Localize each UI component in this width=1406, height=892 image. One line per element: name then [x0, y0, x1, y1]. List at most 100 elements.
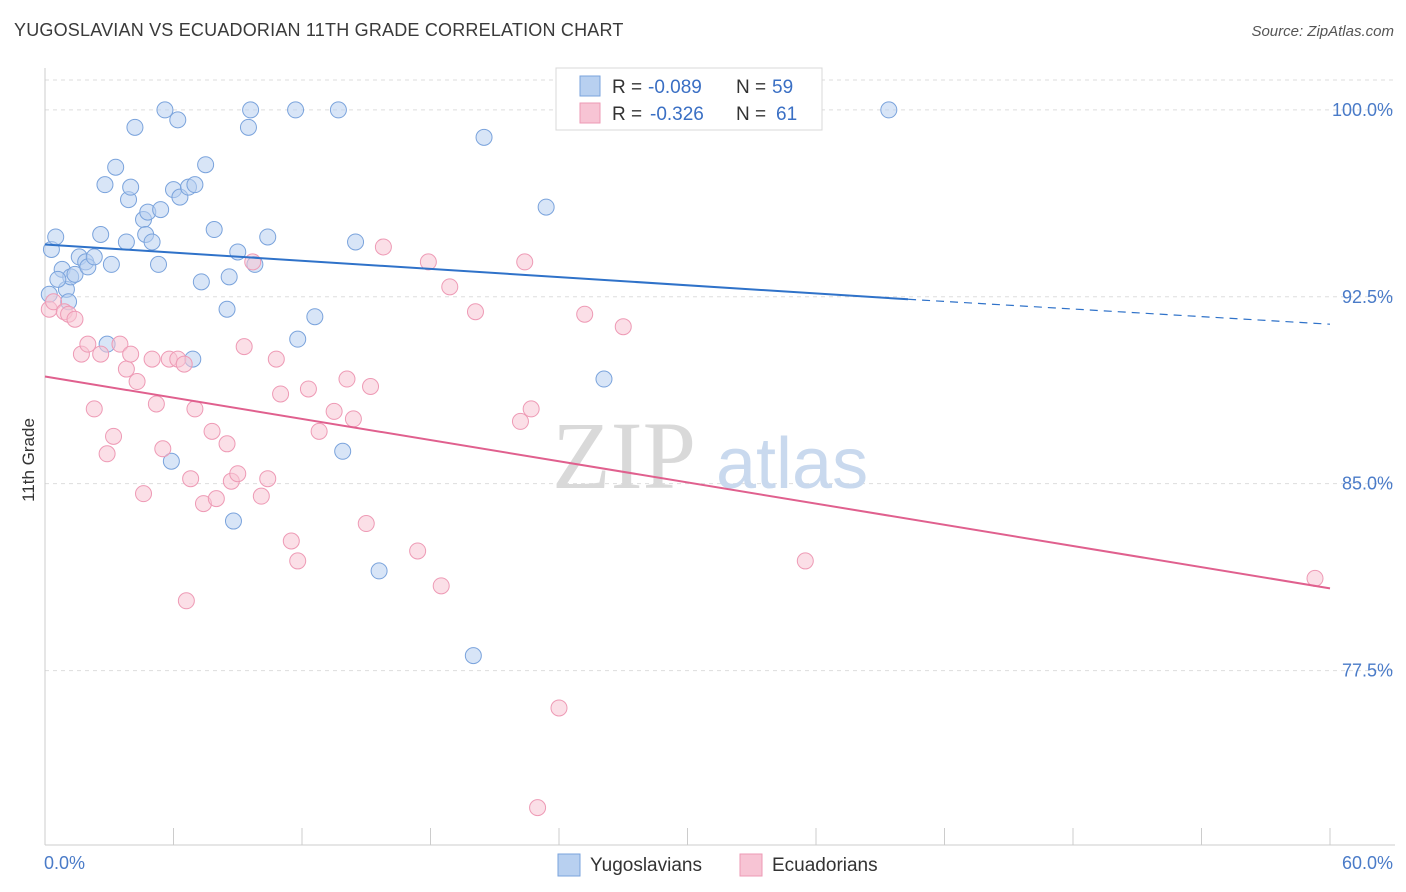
- yugoslavian-point: [169, 111, 187, 129]
- ecuadorian-point: [289, 552, 307, 570]
- ecuadorian-point: [85, 400, 103, 418]
- ecuadorian-point: [229, 465, 247, 483]
- ecuadorian-point: [299, 380, 317, 398]
- points-layer: [40, 101, 1324, 817]
- yugoslavian-point: [152, 201, 170, 219]
- yugoslavian-point: [205, 221, 223, 239]
- yugoslavian-point: [334, 442, 352, 460]
- y-tick-label: 85.0%: [1342, 474, 1393, 494]
- ecuadorian-point: [614, 318, 632, 336]
- legend-swatch-pink: [579, 102, 601, 124]
- ecuadorian-point: [98, 445, 116, 463]
- yugoslavian-point: [47, 228, 65, 246]
- ecuadorian-point: [576, 305, 594, 323]
- legend-n-label: N =: [736, 104, 766, 125]
- ecuadorian-point: [310, 422, 328, 440]
- ecuadorian-point: [522, 400, 540, 418]
- ecuadorian-point: [182, 470, 200, 488]
- watermark-zip: ZIP: [552, 402, 696, 509]
- ecuadorian-point: [66, 310, 84, 328]
- trend-layer: [44, 243, 1331, 590]
- yugoslavian-point: [287, 101, 305, 119]
- ecuadorian-point: [111, 335, 129, 353]
- ecuadorian-point: [207, 490, 225, 508]
- yugoslavian-point: [370, 562, 388, 580]
- ecuadorian-point: [117, 360, 135, 378]
- ecuadorian-point: [325, 402, 343, 420]
- yugoslavian-point: [306, 308, 324, 326]
- ecuadorian-point: [186, 400, 204, 418]
- ecuadorian-point: [143, 350, 161, 368]
- legend-r-value: -0.326: [650, 104, 704, 125]
- ecuadorian-point: [128, 373, 146, 391]
- axis-layer: 77.5% 85.0% 92.5% 100.0% 0.0% 60.0%: [44, 68, 1395, 873]
- yugoslavian-point: [218, 300, 236, 318]
- legend-n-label: N =: [736, 77, 766, 98]
- yugoslavian-point: [537, 198, 555, 216]
- ecuadorian-point: [79, 335, 97, 353]
- yugoslavian-point: [150, 255, 168, 273]
- watermark: ZIP atlas: [552, 402, 868, 509]
- ecuadorian-point: [357, 515, 375, 533]
- yugoslavian-point: [102, 255, 120, 273]
- ecuadorian-point: [203, 422, 221, 440]
- ecuadorian-point: [529, 799, 547, 817]
- bottom-legend-ecuadorians: Ecuadorians: [772, 855, 878, 876]
- yugoslavian-point: [242, 101, 260, 119]
- yugoslavian-point: [117, 233, 135, 251]
- legend-swatch-blue: [579, 75, 601, 97]
- ecuadorian-point: [550, 699, 568, 717]
- yugoslavian-point: [162, 452, 180, 470]
- ecuadorian-point: [511, 412, 529, 430]
- yugoslavian-point: [192, 273, 210, 291]
- yugoslavian-point: [220, 268, 238, 286]
- ecuadorian-trend-line: [44, 375, 1331, 590]
- yugoslavian-point: [289, 330, 307, 348]
- yugoslavian-point: [259, 228, 277, 246]
- ecuadorian-point: [135, 485, 153, 503]
- ecuadorian-point: [147, 395, 165, 413]
- legend-n-value: 61: [776, 104, 797, 125]
- ecuadorian-point: [267, 350, 285, 368]
- yugoslavian-point: [186, 176, 204, 194]
- ecuadorian-point: [419, 253, 437, 271]
- ecuadorian-point: [252, 487, 270, 505]
- legend-r-label: R =: [612, 77, 642, 98]
- yugoslavian-point: [329, 101, 347, 119]
- y-tick-label: 100.0%: [1332, 100, 1393, 120]
- y-tick-label: 77.5%: [1342, 661, 1393, 681]
- yugoslavian-point: [239, 118, 257, 136]
- grid-layer: [45, 79, 1395, 672]
- chart-title: YUGOSLAVIAN VS ECUADORIAN 11TH GRADE COR…: [14, 20, 624, 40]
- ecuadorian-point: [45, 293, 63, 311]
- ecuadorian-point: [362, 377, 380, 395]
- ecuadorian-point: [122, 345, 140, 363]
- yugoslavian-point: [224, 512, 242, 530]
- legend-r-value: -0.089: [648, 77, 702, 98]
- yugoslavian-point: [595, 370, 613, 388]
- ecuadorian-point: [92, 345, 110, 363]
- ecuadorian-point: [218, 435, 236, 453]
- yugoslavian-point: [92, 225, 110, 243]
- ecuadorian-point: [441, 278, 459, 296]
- y-tick-label: 92.5%: [1342, 287, 1393, 307]
- yugoslavian-trend-line: [44, 243, 909, 301]
- ecuadorian-point: [282, 532, 300, 550]
- yugoslavian-trend-extension: [908, 298, 1331, 325]
- bottom-legend: Yugoslavians Ecuadorians: [557, 853, 878, 877]
- ecuadorian-point: [466, 303, 484, 321]
- yugoslavian-point: [347, 233, 365, 251]
- yugoslavian-point: [96, 176, 114, 194]
- chart-source: Source: ZipAtlas.com: [1251, 23, 1394, 40]
- bottom-legend-yugoslavians: Yugoslavians: [590, 855, 702, 876]
- ecuadorian-point: [409, 542, 427, 560]
- yugoslavian-point: [156, 101, 174, 119]
- legend-n-value: 59: [772, 77, 793, 98]
- y-axis-label: 11th Grade: [19, 418, 38, 502]
- yugoslavian-point: [49, 270, 67, 288]
- yugoslavian-point: [85, 248, 103, 266]
- yugoslavian-point: [464, 647, 482, 665]
- yugoslavian-point: [107, 158, 125, 176]
- ecuadorian-point: [516, 253, 534, 271]
- ecuadorian-point: [177, 592, 195, 610]
